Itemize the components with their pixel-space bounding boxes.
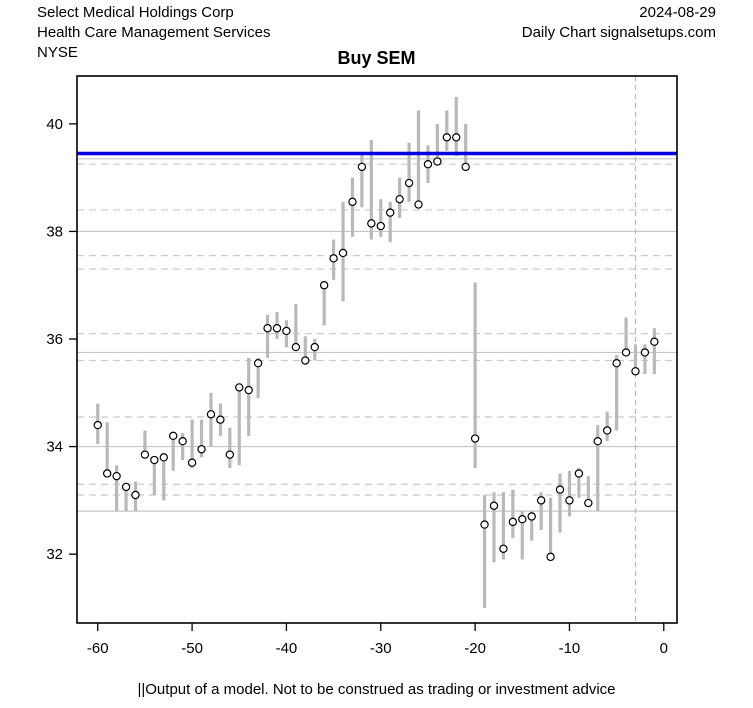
close-marker <box>631 367 640 376</box>
industry-name: Health Care Management Services <box>37 24 271 41</box>
close-marker <box>621 348 631 357</box>
price-chart: 32 34 36 38 40 -60 -50 -40 -30 -20 -10 0 <box>46 75 678 657</box>
close-marker <box>197 445 206 454</box>
close-marker <box>470 434 480 443</box>
chart-source: Daily Chart signalsetups.com <box>521 24 716 41</box>
close-marker <box>150 455 159 465</box>
close-marker <box>480 520 489 529</box>
close-marker <box>291 342 301 352</box>
close-marker <box>536 496 546 505</box>
close-marker <box>121 482 131 492</box>
close-marker <box>461 162 470 172</box>
y-tick-label: 34 <box>46 439 63 456</box>
close-marker <box>301 356 310 365</box>
close-marker <box>386 208 395 217</box>
close-marker <box>395 194 404 204</box>
close-marker <box>367 219 376 228</box>
close-marker <box>272 324 282 333</box>
header-right: 2024-08-29 Daily Chart signalsetups.com <box>522 3 716 43</box>
close-marker <box>140 450 150 459</box>
y-tick-label: 36 <box>46 331 63 348</box>
x-tick-label: -50 <box>181 640 203 657</box>
plot-border <box>76 75 678 624</box>
close-marker <box>518 514 527 524</box>
close-marker <box>93 420 102 430</box>
close-marker <box>555 485 565 494</box>
close-marker <box>263 324 272 333</box>
close-marker <box>329 254 338 263</box>
close-marker <box>508 517 518 527</box>
close-marker <box>414 200 423 209</box>
x-tick-label: -60 <box>87 640 109 657</box>
close-marker <box>489 501 499 510</box>
close-marker <box>159 453 168 462</box>
y-tick-label: 40 <box>46 116 63 133</box>
x-tick-label: -20 <box>464 640 486 657</box>
close-marker <box>452 133 461 142</box>
close-marker <box>112 471 121 481</box>
close-marker <box>527 512 536 521</box>
x-tick-label: -40 <box>276 640 298 657</box>
exchange-name: NYSE <box>37 44 78 61</box>
close-marker <box>178 437 187 446</box>
close-marker <box>235 383 244 392</box>
close-marker <box>584 498 593 508</box>
close-marker <box>565 496 574 505</box>
close-marker <box>650 337 659 346</box>
chart-date: 2024-08-29 <box>639 4 716 21</box>
close-marker <box>244 385 253 395</box>
close-marker <box>206 410 216 419</box>
close-marker <box>338 248 348 258</box>
close-marker <box>348 197 357 207</box>
company-name: Select Medical Holdings Corp <box>37 4 234 21</box>
close-marker <box>169 431 178 441</box>
header-left: Select Medical Holdings Corp Health Care… <box>37 3 270 63</box>
x-tick-label: -10 <box>559 640 581 657</box>
close-marker <box>282 326 291 336</box>
close-marker <box>546 552 555 562</box>
close-marker <box>187 458 197 467</box>
close-marker <box>102 469 112 478</box>
close-marker <box>442 133 452 142</box>
chart-title: Buy SEM <box>337 48 416 68</box>
close-marker <box>423 160 433 169</box>
close-marker <box>357 162 367 172</box>
close-marker <box>404 178 414 188</box>
close-marker <box>433 157 442 166</box>
close-marker <box>376 221 385 231</box>
disclaimer-text: ||Output of a model. Not to be construed… <box>137 681 616 698</box>
y-tick-label: 32 <box>46 546 63 563</box>
x-tick-label: 0 <box>660 640 668 657</box>
close-marker <box>499 544 508 553</box>
close-marker <box>319 281 329 290</box>
close-marker <box>216 415 225 424</box>
close-marker <box>612 359 621 368</box>
close-marker <box>593 437 602 446</box>
close-marker <box>310 342 319 352</box>
close-marker <box>602 426 612 435</box>
close-marker <box>253 359 263 368</box>
close-marker <box>574 469 584 478</box>
x-tick-label: -30 <box>370 640 392 657</box>
y-tick-label: 38 <box>46 223 63 240</box>
close-marker <box>131 490 140 500</box>
close-marker <box>640 348 650 357</box>
close-marker <box>225 450 235 459</box>
